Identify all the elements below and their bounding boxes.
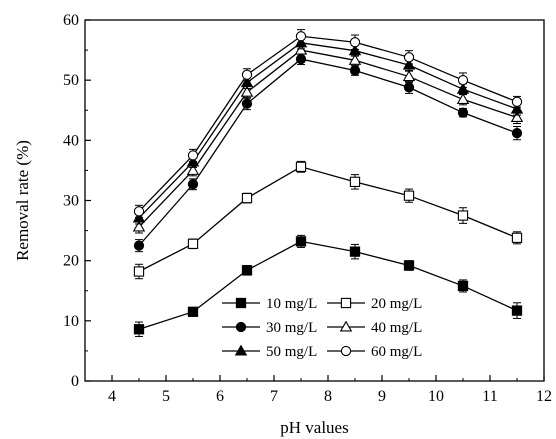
legend-marker bbox=[340, 297, 352, 309]
data-point bbox=[295, 236, 307, 247]
data-point bbox=[241, 192, 253, 204]
series-60-mg-l bbox=[133, 29, 523, 218]
data-point bbox=[511, 305, 523, 316]
data-point bbox=[133, 206, 145, 217]
data-point bbox=[349, 37, 361, 48]
data-point bbox=[457, 210, 469, 221]
data-point bbox=[241, 265, 253, 276]
data-point bbox=[348, 53, 362, 65]
legend-label: 10 mg/L bbox=[266, 296, 317, 312]
series-line bbox=[138, 58, 518, 247]
legend-label: 50 mg/L bbox=[266, 344, 317, 360]
data-point bbox=[295, 31, 307, 42]
data-point bbox=[511, 127, 523, 139]
legend-label: 60 mg/L bbox=[371, 344, 422, 360]
data-point bbox=[294, 43, 308, 55]
series-10-mg-l bbox=[133, 234, 523, 337]
data-point bbox=[133, 266, 145, 277]
x-tick-label: 9 bbox=[378, 388, 386, 405]
legend-item: 30 mg/L bbox=[222, 320, 317, 336]
legend-marker bbox=[235, 297, 247, 309]
data-point bbox=[456, 82, 470, 94]
data-point bbox=[403, 52, 415, 63]
legend-item: 20 mg/L bbox=[327, 296, 422, 312]
data-point bbox=[240, 76, 254, 88]
series-line bbox=[138, 35, 518, 212]
data-point bbox=[241, 69, 253, 80]
data-point bbox=[511, 96, 523, 107]
y-tick-label: 60 bbox=[63, 12, 79, 29]
data-point bbox=[240, 85, 254, 97]
data-point bbox=[511, 232, 523, 243]
legend-label: 30 mg/L bbox=[266, 320, 317, 336]
data-point bbox=[403, 82, 415, 93]
x-tick-label: 7 bbox=[270, 388, 278, 405]
y-tick-label: 40 bbox=[63, 132, 79, 149]
data-point bbox=[133, 240, 145, 251]
series-line bbox=[138, 240, 518, 330]
legend-item: 50 mg/L bbox=[222, 344, 317, 360]
series-line bbox=[138, 42, 518, 219]
x-tick-label: 12 bbox=[536, 388, 552, 405]
y-tick-label: 50 bbox=[63, 72, 79, 89]
legend-item: 40 mg/L bbox=[327, 320, 422, 336]
legend-marker bbox=[234, 344, 248, 356]
data-point bbox=[510, 102, 524, 114]
legend-item: 10 mg/L bbox=[222, 296, 317, 312]
data-point bbox=[348, 44, 362, 56]
data-point bbox=[403, 190, 415, 201]
series-line bbox=[138, 49, 518, 228]
legend-marker bbox=[339, 320, 353, 332]
series-20-mg-l bbox=[133, 160, 523, 280]
data-point bbox=[457, 280, 469, 292]
data-point bbox=[456, 93, 470, 104]
data-point bbox=[349, 176, 361, 187]
data-point bbox=[187, 238, 199, 249]
data-point bbox=[402, 58, 416, 70]
y-tick-label: 10 bbox=[63, 313, 79, 330]
y-tick-label: 20 bbox=[63, 253, 79, 270]
x-tick-label: 4 bbox=[108, 388, 116, 405]
data-point bbox=[241, 98, 253, 109]
data-point bbox=[187, 150, 199, 161]
data-point bbox=[457, 75, 469, 86]
y-axis-title: Removal rate (%) bbox=[13, 140, 32, 261]
x-tick-label: 10 bbox=[428, 388, 444, 405]
data-point bbox=[349, 246, 361, 257]
data-point bbox=[187, 179, 199, 190]
data-point bbox=[132, 220, 146, 232]
x-tick-label: 8 bbox=[324, 388, 332, 405]
x-tick-label: 6 bbox=[216, 388, 224, 405]
data-point bbox=[295, 161, 307, 172]
data-point bbox=[510, 111, 524, 122]
series-40-mg-l bbox=[132, 43, 524, 234]
x-tick-label: 5 bbox=[162, 388, 170, 405]
legend: 10 mg/L 20 mg/L 30 mg/L 40 mg/L 50 mg/L 60 mg… bbox=[222, 296, 422, 360]
legend-marker bbox=[340, 345, 352, 357]
data-point bbox=[133, 324, 145, 335]
data-point bbox=[402, 70, 416, 82]
x-tick-label: 11 bbox=[482, 388, 497, 405]
legend-marker bbox=[235, 321, 247, 333]
y-tick-label: 30 bbox=[63, 193, 79, 210]
axes: 4 5 6 7 8 9 10 11 12 0 10 20 30 40 50 60 bbox=[63, 12, 552, 405]
data-point bbox=[186, 164, 200, 175]
data-point bbox=[403, 260, 415, 271]
legend-label: 40 mg/L bbox=[371, 320, 422, 336]
y-tick-label: 0 bbox=[71, 373, 79, 390]
legend-label: 20 mg/L bbox=[371, 296, 422, 312]
legend-item: 60 mg/L bbox=[327, 344, 422, 360]
data-point bbox=[187, 306, 199, 317]
data-point bbox=[457, 107, 469, 118]
x-axis-title: pH values bbox=[280, 418, 348, 437]
series-layer bbox=[132, 29, 524, 337]
series-line bbox=[138, 166, 518, 273]
data-point bbox=[349, 65, 361, 76]
